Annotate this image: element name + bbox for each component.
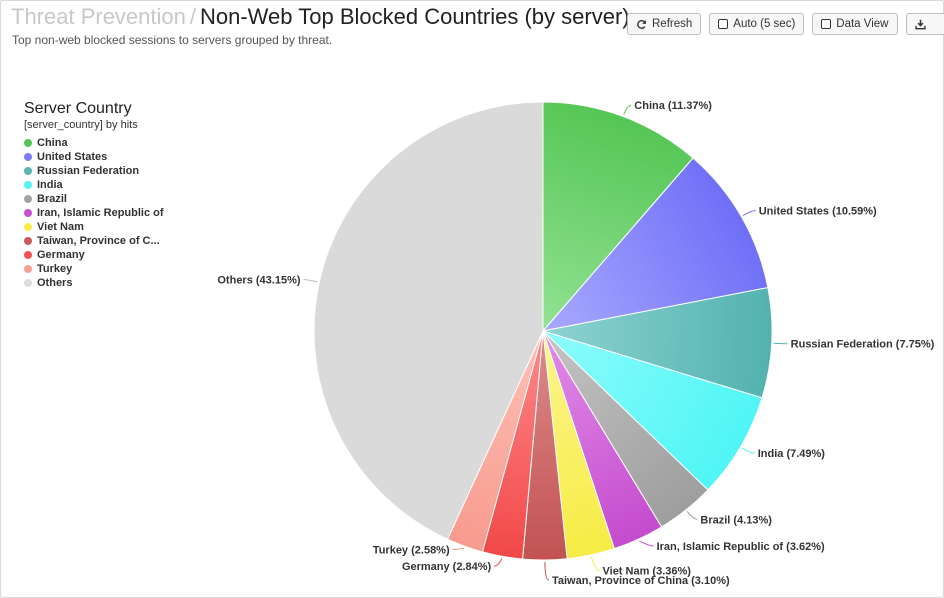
slice-label: Others (43.15%) [217,275,300,287]
pie-slice[interactable] [542,287,773,399]
legend-item[interactable]: Brazil [24,192,164,206]
checkbox-icon[interactable] [821,19,832,29]
breadcrumb-separator: / [189,4,196,29]
legend-item[interactable]: Viet Nam [24,220,164,234]
slice-label: Taiwan, Province of China (3.10%) [552,575,730,587]
breadcrumb[interactable]: Threat Prevention [11,4,186,29]
legend-swatch [24,195,32,203]
legend-item[interactable]: China [24,136,164,150]
data-view-label: Data View [836,18,889,30]
legend-item[interactable]: Iran, Islamic Republic of [24,206,164,220]
legend-title: Server Country [24,100,132,117]
refresh-button[interactable]: Refresh [627,13,702,35]
download-icon [914,19,926,30]
legend-swatch [24,181,32,189]
label-connector [741,447,755,454]
legend-item[interactable]: Taiwan, Province of C... [24,234,164,248]
pie-slice[interactable] [541,157,769,332]
legend-list: China United States Russian Federation Indi… [24,136,164,290]
pie-slices [313,101,773,561]
legend-label: Germany [37,249,85,261]
pie-labels: China (11.37%) United States (10.59%) Russ… [217,100,934,587]
legend-label: Iran, Islamic Republic of [37,207,164,219]
label-connector [639,540,654,547]
refresh-icon [636,19,647,30]
pie-slice[interactable] [313,101,544,540]
legend-label: Others [37,277,73,289]
label-connector [590,556,600,572]
legend-swatch [24,265,32,273]
chart-legend: Server Country [server_country] by hits … [24,100,164,290]
label-connector [544,561,550,581]
legend-label: China [37,137,68,149]
legend-swatch [24,153,32,161]
page-title: Non-Web Top Blocked Countries (by server… [200,4,630,29]
label-connector [452,547,465,550]
legend-item[interactable]: Turkey [24,262,164,276]
slice-label: United States (10.59%) [759,206,877,218]
legend-label: India [37,179,63,191]
label-connector [686,511,698,520]
slice-label: Turkey (2.58%) [373,544,450,556]
slice-label: Brazil (4.13%) [700,514,772,526]
label-connector [303,279,318,283]
label-connector [742,210,756,216]
legend-label: Brazil [37,193,67,205]
legend-label: United States [37,151,108,163]
pie-slice[interactable] [542,330,763,491]
pie-slice[interactable] [542,101,694,333]
label-connector [773,342,788,345]
slice-label: India (7.49%) [758,448,826,460]
auto-refresh-label: Auto (5 sec) [733,18,796,30]
legend-item[interactable]: Russian Federation [24,164,164,178]
legend-item[interactable]: Germany [24,248,164,262]
legend-item[interactable]: United States [24,150,164,164]
slice-label: China (11.37%) [634,100,712,112]
legend-swatch [24,237,32,245]
checkbox-icon[interactable] [718,19,729,29]
slice-label: Viet Nam (3.36%) [603,566,692,578]
legend-item[interactable]: India [24,178,164,192]
legend-subtitle: [server_country] by hits [24,119,138,131]
legend-label: Taiwan, Province of C... [37,235,160,247]
legend-label: Turkey [37,263,73,275]
slice-label: Russian Federation (7.75%) [791,339,935,351]
page-subtitle: Top non-web blocked sessions to servers … [12,33,333,47]
slice-label: Germany (2.84%) [402,561,492,573]
refresh-label: Refresh [652,18,693,30]
export-button[interactable] [905,13,944,35]
legend-swatch [24,279,32,287]
page-header: Threat Prevention / Non-Web Top Blocked Co… [11,4,630,30]
auto-refresh-toggle[interactable]: Auto (5 sec) [709,13,805,35]
label-connector [494,558,503,567]
legend-swatch [24,167,32,175]
legend-label: Russian Federation [37,165,140,177]
legend-swatch [24,251,32,259]
legend-label: Viet Nam [37,221,84,233]
legend-item[interactable]: Others [24,276,164,290]
legend-swatch [24,139,32,147]
label-connector [623,104,632,115]
data-view-toggle[interactable]: Data View [812,13,898,35]
legend-swatch [24,209,32,217]
toolbar: Refresh Auto (5 sec) Data View [627,13,944,35]
legend-swatch [24,223,32,231]
slice-label: Iran, Islamic Republic of (3.62%) [657,541,825,553]
